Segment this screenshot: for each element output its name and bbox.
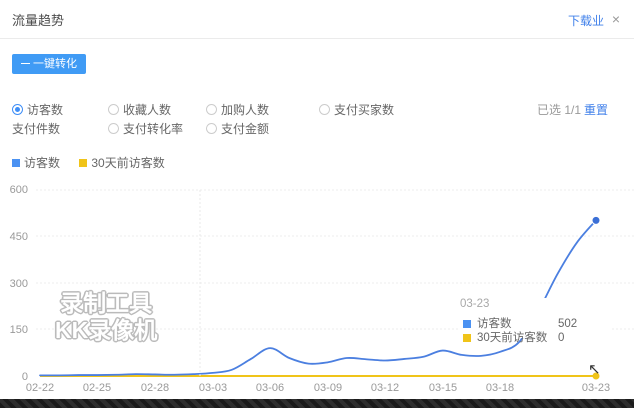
svg-text:450: 450: [10, 231, 28, 243]
svg-text:03-06: 03-06: [256, 382, 284, 394]
svg-text:600: 600: [10, 184, 28, 196]
svg-text:150: 150: [10, 324, 28, 336]
svg-text:03-12: 03-12: [371, 382, 399, 394]
svg-text:02-28: 02-28: [141, 382, 169, 394]
svg-text:03-15: 03-15: [429, 382, 457, 394]
svg-text:03-18: 03-18: [486, 382, 514, 394]
svg-text:02-25: 02-25: [83, 382, 111, 394]
svg-text:300: 300: [10, 278, 28, 290]
svg-text:03-03: 03-03: [199, 382, 227, 394]
svg-text:02-22: 02-22: [26, 382, 54, 394]
svg-text:03-23: 03-23: [582, 382, 610, 394]
svg-text:03-09: 03-09: [314, 382, 342, 394]
